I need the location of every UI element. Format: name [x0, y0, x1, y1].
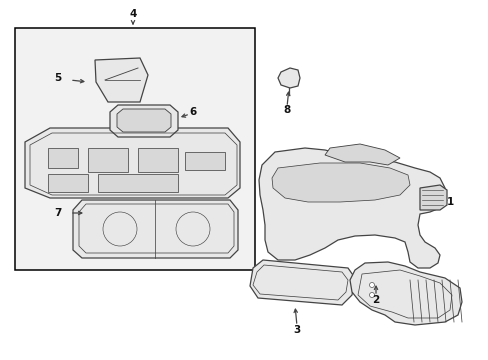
Polygon shape	[184, 152, 224, 170]
Polygon shape	[138, 148, 178, 172]
Bar	[15, 28, 254, 270]
Polygon shape	[271, 163, 409, 202]
Polygon shape	[73, 200, 238, 258]
Polygon shape	[249, 260, 354, 305]
Polygon shape	[259, 148, 444, 268]
Text: 4: 4	[129, 9, 137, 19]
Polygon shape	[117, 109, 171, 132]
Polygon shape	[25, 128, 240, 198]
Circle shape	[369, 283, 374, 288]
Polygon shape	[95, 58, 148, 102]
Polygon shape	[349, 262, 461, 325]
Text: 8: 8	[283, 105, 290, 115]
Text: 2: 2	[372, 295, 379, 305]
Polygon shape	[88, 148, 128, 172]
Text: 3: 3	[293, 325, 300, 335]
Polygon shape	[48, 174, 88, 192]
Polygon shape	[98, 174, 178, 192]
Text: 5: 5	[54, 73, 61, 83]
Polygon shape	[48, 148, 78, 168]
Text: 6: 6	[189, 107, 196, 117]
Polygon shape	[325, 144, 399, 165]
Circle shape	[369, 292, 374, 297]
Text: 1: 1	[446, 197, 453, 207]
Polygon shape	[278, 68, 299, 88]
Polygon shape	[110, 105, 178, 137]
Polygon shape	[419, 185, 446, 210]
Text: 7: 7	[54, 208, 61, 218]
